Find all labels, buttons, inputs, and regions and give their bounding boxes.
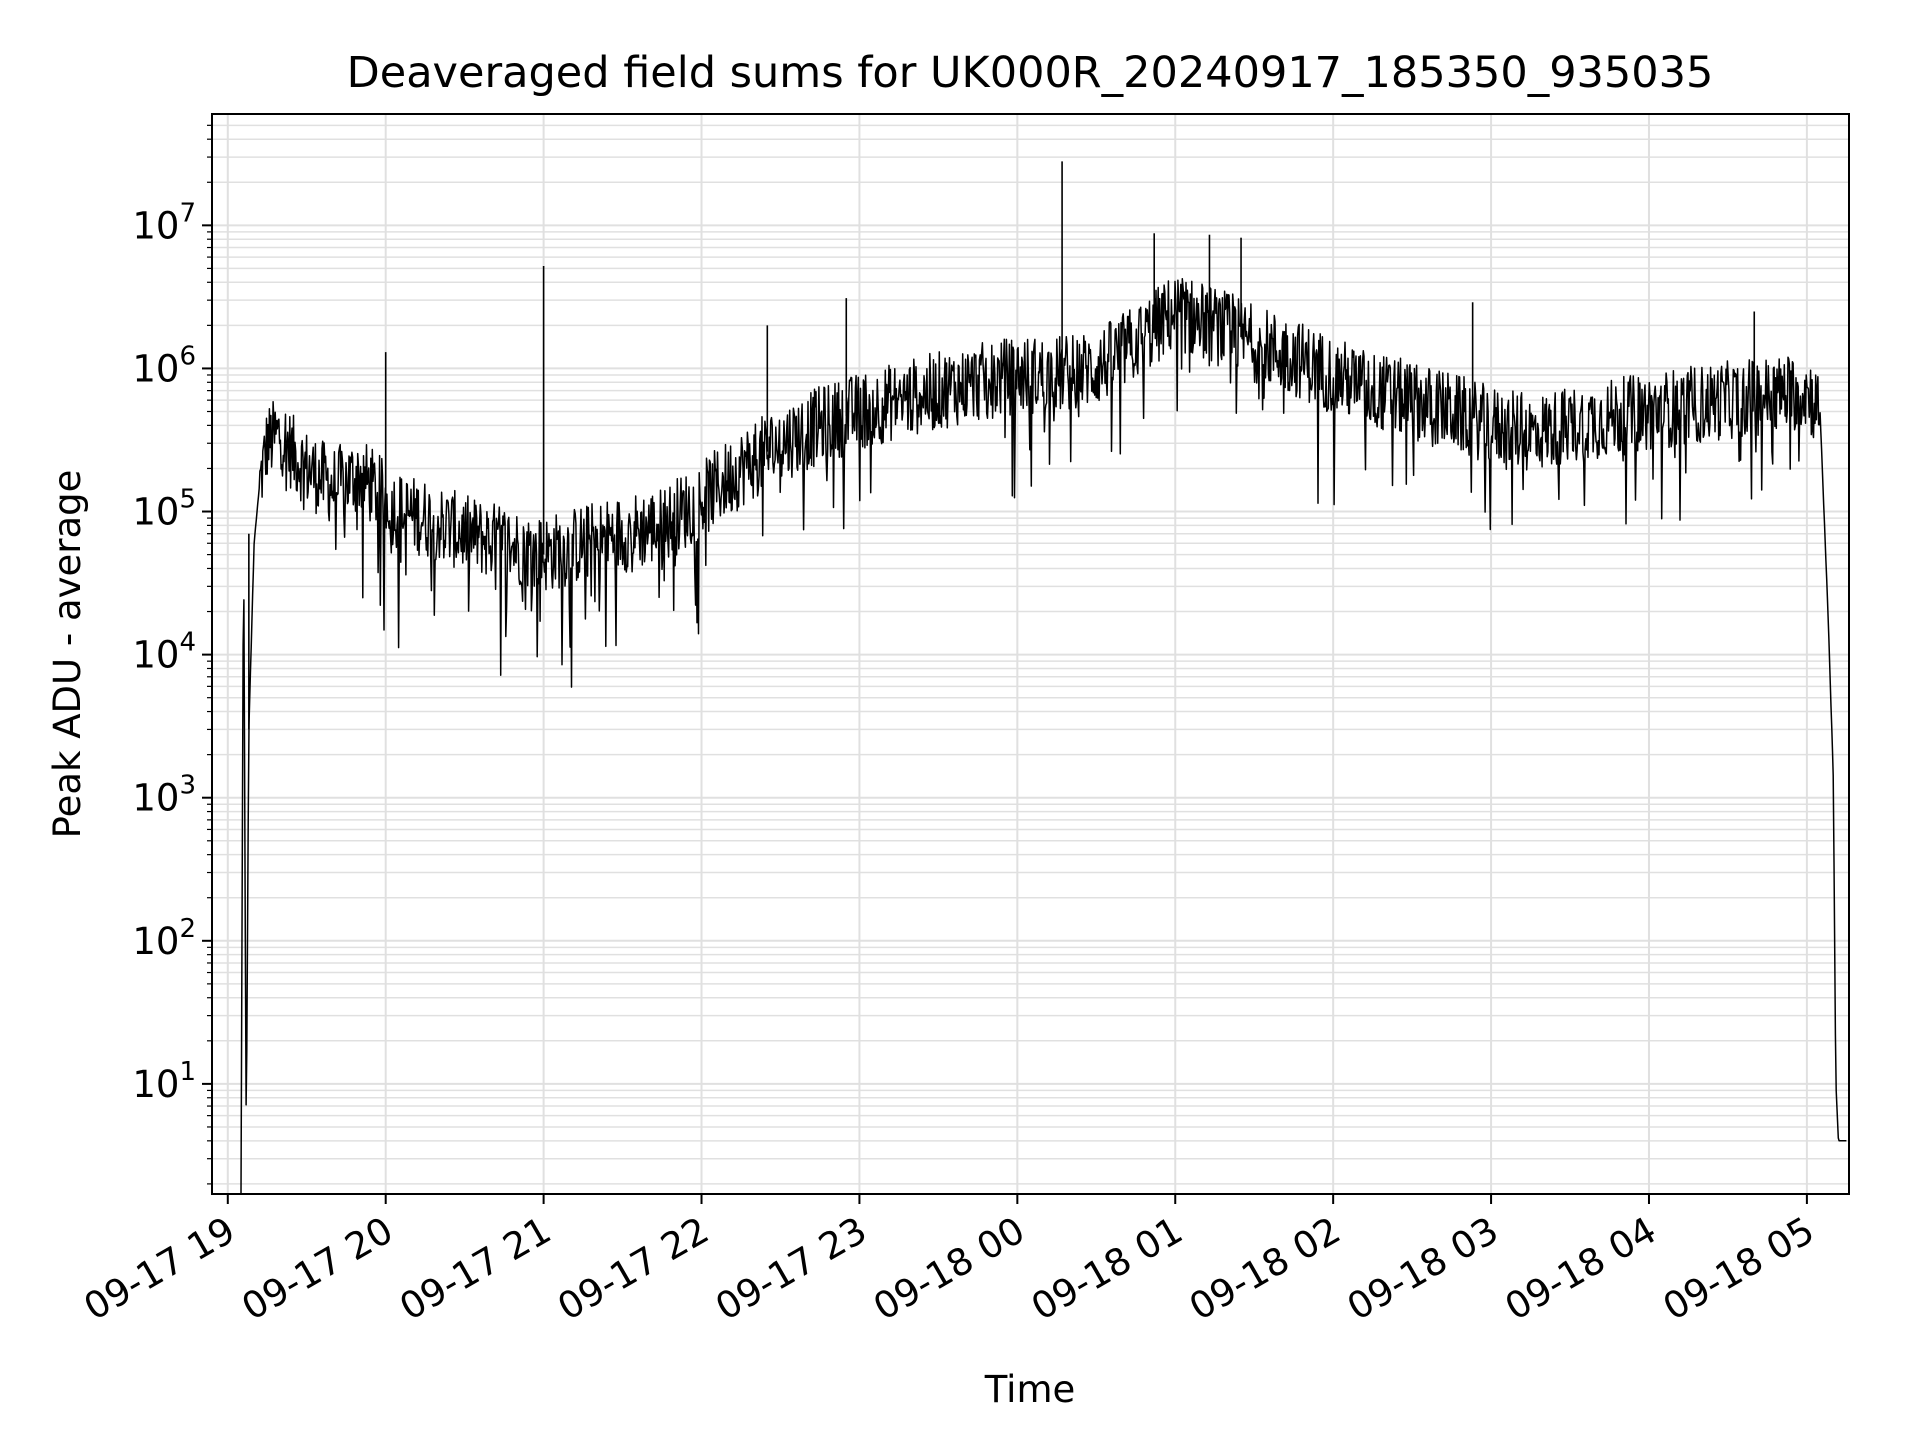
y-tick-label: 104 [132, 628, 196, 677]
y-tick-label: 103 [132, 771, 196, 820]
x-axis-label: Time [984, 1368, 1076, 1411]
series-line [240, 277, 1847, 1195]
y-axis-label: Peak ADU - average [46, 470, 89, 839]
y-tick-label: 106 [132, 341, 196, 390]
series-group [240, 161, 1847, 1195]
y-tick-label: 107 [132, 198, 196, 247]
y-tick-label: 101 [132, 1057, 196, 1106]
y-tick-label: 102 [132, 914, 196, 963]
major-gridlines [212, 114, 1849, 1194]
y-axis-ticks: 101 102 103 104 105 106 107 [132, 124, 212, 1185]
chart-title: Deaveraged field sums for UK000R_2024091… [347, 48, 1714, 98]
y-tick-label: 105 [132, 485, 196, 534]
minor-gridlines [212, 124, 1849, 1185]
